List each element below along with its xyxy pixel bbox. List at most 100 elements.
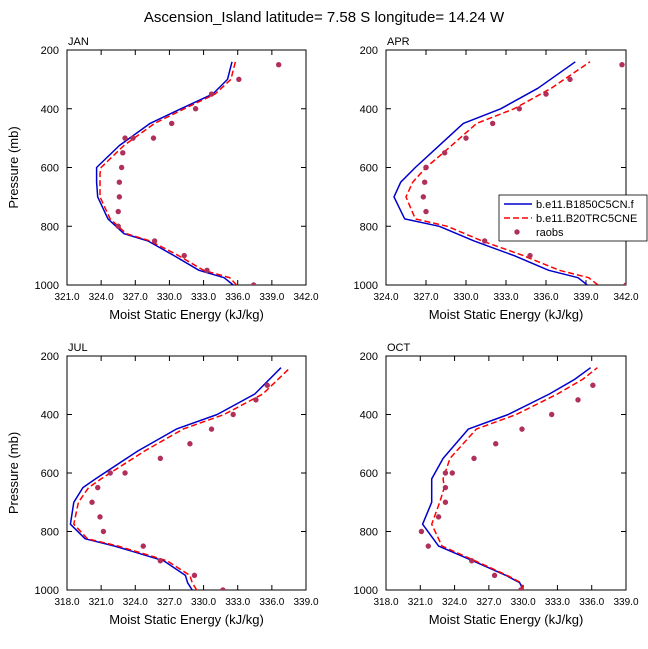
plot-frame — [385, 355, 627, 591]
raobs-point — [192, 106, 199, 112]
panel-jul: JUL 318.0 321.0 324.0 327.0 330.0 333.0 336.0 33… — [6, 342, 319, 627]
series-line-b20trc5cne — [73, 367, 291, 590]
raobs-point — [157, 558, 164, 564]
panel-jan: JAN 321.0 324.0 327.0 330.0 333.0 336.0 339.0 34… — [6, 36, 319, 322]
raobs-point — [116, 179, 123, 185]
y-tick-label: 1000 — [354, 280, 378, 292]
raobs-point — [567, 76, 573, 83]
raobs-point — [118, 164, 125, 171]
x-tick-label: 330.0 — [191, 597, 216, 608]
y-tick-label: 1000 — [354, 585, 378, 597]
x-axis-label: Moist Static Energy (kJ/kg) — [109, 307, 264, 322]
x-tick-label: 330.0 — [511, 597, 536, 608]
legend-label: raobs — [536, 227, 564, 239]
x-tick-label: 327.0 — [476, 597, 501, 608]
y-tick-label: 600 — [360, 163, 378, 175]
x-tick-label: 339.0 — [613, 597, 638, 608]
series-line-b1850c5cn — [421, 367, 592, 590]
raobs-point — [471, 455, 477, 462]
legend-label: b.e11.B1850C5CN.f — [536, 199, 635, 211]
raobs-point — [250, 282, 257, 285]
panels-group: JAN 321.0 324.0 327.0 330.0 333.0 336.0 339.0 34… — [6, 36, 639, 627]
y-tick-label: 200 — [360, 45, 378, 57]
raobs-point — [418, 528, 425, 535]
y-tick-label: 600 — [41, 163, 59, 175]
series-group — [418, 367, 598, 590]
x-tick-label: 339.0 — [293, 597, 318, 608]
x-tick-label: 321.0 — [54, 292, 79, 303]
raobs-point — [519, 426, 525, 432]
panel-label: OCT — [387, 342, 411, 354]
raobs-point — [169, 120, 175, 127]
raobs-point — [442, 470, 449, 476]
raobs-point — [469, 558, 475, 564]
raobs-point — [151, 238, 158, 244]
raobs-point — [97, 514, 103, 520]
raobs-point — [100, 528, 107, 535]
x-tick-label: 321.0 — [408, 597, 433, 608]
y-axis-label: Pressure (mb) — [6, 126, 21, 208]
raobs-point — [493, 441, 499, 447]
raobs-point — [208, 91, 215, 97]
raobs-point — [181, 252, 187, 259]
panel-label: APR — [387, 36, 410, 48]
raobs-point — [120, 150, 126, 156]
x-axis-label: Moist Static Energy (kJ/kg) — [109, 612, 264, 627]
y-tick-label: 800 — [41, 527, 59, 539]
raobs-point — [150, 135, 157, 141]
series-line-b20trc5cne — [405, 61, 599, 285]
y-tick-label: 400 — [41, 104, 59, 116]
x-tick-label: 318.0 — [373, 597, 398, 608]
x-tick-label: 342.0 — [613, 292, 638, 303]
y-tick-label: 800 — [360, 221, 378, 233]
y-axis-label: Pressure (mb) — [6, 432, 21, 514]
x-tick-label: 333.0 — [493, 292, 518, 303]
raobs-point — [491, 572, 498, 579]
raobs-point — [421, 179, 428, 185]
y-tick-label: 600 — [360, 468, 378, 480]
raobs-point — [518, 587, 524, 590]
x-axis-label: Moist Static Energy (kJ/kg) — [429, 307, 584, 322]
x-axis-label: Moist Static Energy (kJ/kg) — [429, 612, 584, 627]
x-tick-label: 324.0 — [373, 292, 398, 303]
y-tick-label: 1000 — [35, 280, 59, 292]
x-tick-label: 336.0 — [579, 597, 604, 608]
x-tick-label: 324.0 — [89, 292, 114, 303]
series-line-b1850c5cn — [69, 367, 282, 590]
y-tick-label: 800 — [360, 527, 378, 539]
raobs-point — [441, 150, 448, 156]
raobs-point — [449, 470, 455, 476]
raobs-point — [420, 194, 427, 200]
y-tick-label: 400 — [360, 104, 378, 116]
series-group — [393, 61, 626, 285]
series-line-b20trc5cne — [99, 61, 238, 285]
panel-label: JAN — [68, 36, 89, 48]
x-tick-label: 318.0 — [54, 597, 79, 608]
series-line-b20trc5cne — [430, 367, 598, 590]
raobs-point — [89, 499, 95, 505]
plot-frame — [66, 49, 307, 286]
x-tick-label: 336.0 — [533, 292, 558, 303]
raobs-point — [130, 135, 136, 141]
x-tick-label: 327.0 — [123, 292, 148, 303]
raobs-point — [516, 106, 523, 112]
raobs-point — [220, 587, 226, 590]
raobs-point — [527, 252, 533, 259]
raobs-point — [157, 455, 164, 462]
x-tick-label: 327.0 — [157, 597, 182, 608]
legend: b.e11.B1850C5CN.f b.e11.B20TRC5CNE raobs — [498, 194, 648, 242]
raobs-point — [423, 208, 429, 215]
x-tick-label: 342.0 — [293, 292, 318, 303]
chart-title: Ascension_Island latitude= 7.58 S longit… — [144, 9, 505, 26]
raobs-point — [463, 135, 469, 141]
raobs-point — [619, 61, 625, 68]
raobs-point — [275, 61, 282, 68]
x-tick-label: 324.0 — [442, 597, 467, 608]
y-tick-label: 800 — [41, 221, 59, 233]
legend-marker — [514, 229, 520, 235]
x-tick-label: 324.0 — [123, 597, 148, 608]
y-tick-label: 200 — [41, 45, 59, 57]
x-tick-label: 333.0 — [225, 597, 250, 608]
y-tick-label: 200 — [41, 351, 59, 363]
